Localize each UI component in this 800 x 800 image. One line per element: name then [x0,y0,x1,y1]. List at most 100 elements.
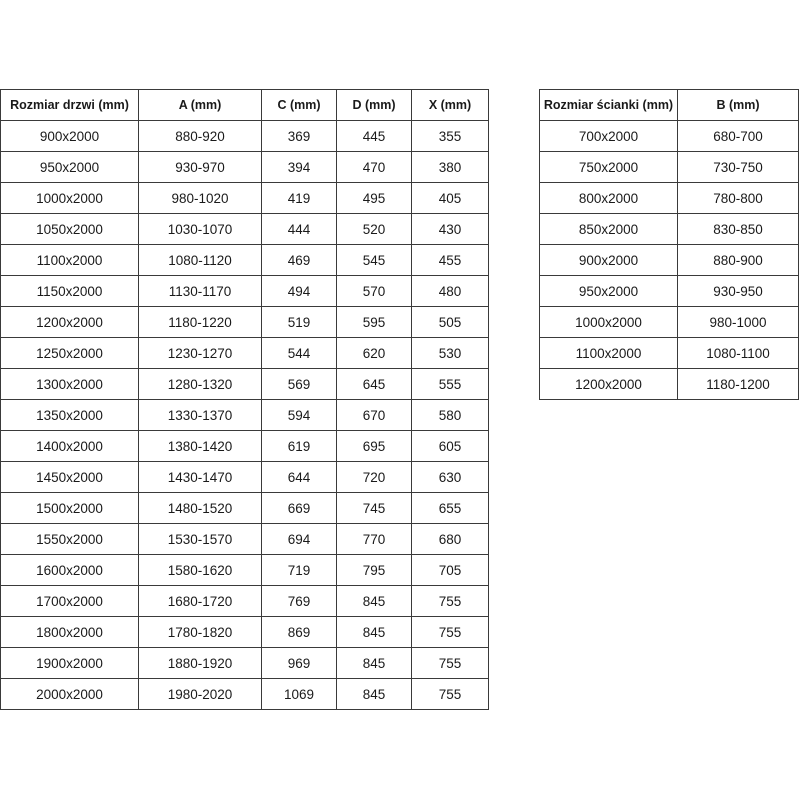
column-header: X (mm) [411,89,489,121]
table-cell: 594 [261,399,337,431]
table-cell: 750x2000 [539,151,678,183]
column-header: B (mm) [677,89,799,121]
table-cell: 1530-1570 [138,523,262,555]
table-cell: 1500x2000 [0,492,139,524]
table-cell: 880-920 [138,120,262,152]
table-row: 1100x2000 1080-1120 469 545 455 [0,244,489,276]
table-cell: 770 [336,523,412,555]
table-row: 950x2000 930-970 394 470 380 [0,151,489,183]
table-cell: 455 [411,244,489,276]
table-cell: 2000x2000 [0,678,139,710]
table-cell: 869 [261,616,337,648]
table-cell: 1250x2000 [0,337,139,369]
table-cell: 755 [411,647,489,679]
table-cell: 680-700 [677,120,799,152]
table-row: 750x2000 730-750 [539,151,799,183]
table-cell: 930-970 [138,151,262,183]
table-cell: 605 [411,430,489,462]
table-header-row: Rozmiar ścianki (mm) B (mm) [539,89,799,121]
table-cell: 1900x2000 [0,647,139,679]
table-cell: 830-850 [677,213,799,245]
door-size-table: Rozmiar drzwi (mm) A (mm) C (mm) D (mm) X (m… [0,89,489,710]
table-cell: 380 [411,151,489,183]
table-cell: 1580-1620 [138,554,262,586]
table-cell: 569 [261,368,337,400]
table-cell: 1130-1170 [138,275,262,307]
table-row: 850x2000 830-850 [539,213,799,245]
table-cell: 705 [411,554,489,586]
table-cell: 695 [336,430,412,462]
table-row: 700x2000 680-700 [539,120,799,152]
table-cell: 1150x2000 [0,275,139,307]
table-row: 1700x2000 1680-1720 769 845 755 [0,585,489,617]
table-row: 1500x2000 1480-1520 669 745 655 [0,492,489,524]
table-cell: 1280-1320 [138,368,262,400]
table-cell: 755 [411,678,489,710]
table-cell: 1080-1100 [677,337,799,369]
table-cell: 505 [411,306,489,338]
table-cell: 430 [411,213,489,245]
table-cell: 1300x2000 [0,368,139,400]
table-cell: 555 [411,368,489,400]
table-cell: 670 [336,399,412,431]
table-cell: 519 [261,306,337,338]
table-cell: 480 [411,275,489,307]
table-cell: 495 [336,182,412,214]
table-cell: 1230-1270 [138,337,262,369]
table-row: 1200x2000 1180-1200 [539,368,799,400]
table-cell: 1050x2000 [0,213,139,245]
table-cell: 745 [336,492,412,524]
table-cell: 545 [336,244,412,276]
table-cell: 630 [411,461,489,493]
table-cell: 1450x2000 [0,461,139,493]
table-cell: 1330-1370 [138,399,262,431]
table-cell: 1600x2000 [0,554,139,586]
table-cell: 1100x2000 [0,244,139,276]
table-cell: 1000x2000 [539,306,678,338]
table-cell: 1100x2000 [539,337,678,369]
table-cell: 644 [261,461,337,493]
table-row: 1550x2000 1530-1570 694 770 680 [0,523,489,555]
table-cell: 850x2000 [539,213,678,245]
table-row: 1000x2000 980-1020 419 495 405 [0,182,489,214]
table-row: 1100x2000 1080-1100 [539,337,799,369]
table-cell: 580 [411,399,489,431]
table-cell: 1880-1920 [138,647,262,679]
table-cell: 669 [261,492,337,524]
table-cell: 1200x2000 [0,306,139,338]
table-cell: 980-1020 [138,182,262,214]
table-cell: 950x2000 [539,275,678,307]
table-cell: 755 [411,616,489,648]
table-cell: 780-800 [677,182,799,214]
table-cell: 469 [261,244,337,276]
table-cell: 570 [336,275,412,307]
table-cell: 655 [411,492,489,524]
table-row: 1200x2000 1180-1220 519 595 505 [0,306,489,338]
table-row: 1800x2000 1780-1820 869 845 755 [0,616,489,648]
table-cell: 1380-1420 [138,430,262,462]
table-cell: 1400x2000 [0,430,139,462]
table-cell: 1000x2000 [0,182,139,214]
table-cell: 419 [261,182,337,214]
table-cell: 444 [261,213,337,245]
table-row: 2000x2000 1980-2020 1069 845 755 [0,678,489,710]
table-cell: 1800x2000 [0,616,139,648]
table-row: 900x2000 880-900 [539,244,799,276]
table-cell: 795 [336,554,412,586]
table-row: 1450x2000 1430-1470 644 720 630 [0,461,489,493]
table-cell: 1080-1120 [138,244,262,276]
table-cell: 969 [261,647,337,679]
table-cell: 845 [336,647,412,679]
table-cell: 1780-1820 [138,616,262,648]
table-row: 1400x2000 1380-1420 619 695 605 [0,430,489,462]
column-header: C (mm) [261,89,337,121]
table-cell: 800x2000 [539,182,678,214]
table-header-row: Rozmiar drzwi (mm) A (mm) C (mm) D (mm) X (m… [0,89,489,121]
table-row: 1000x2000 980-1000 [539,306,799,338]
table-cell: 1200x2000 [539,368,678,400]
table-cell: 980-1000 [677,306,799,338]
table-row: 1150x2000 1130-1170 494 570 480 [0,275,489,307]
column-header: A (mm) [138,89,262,121]
table-cell: 845 [336,678,412,710]
table-cell: 494 [261,275,337,307]
